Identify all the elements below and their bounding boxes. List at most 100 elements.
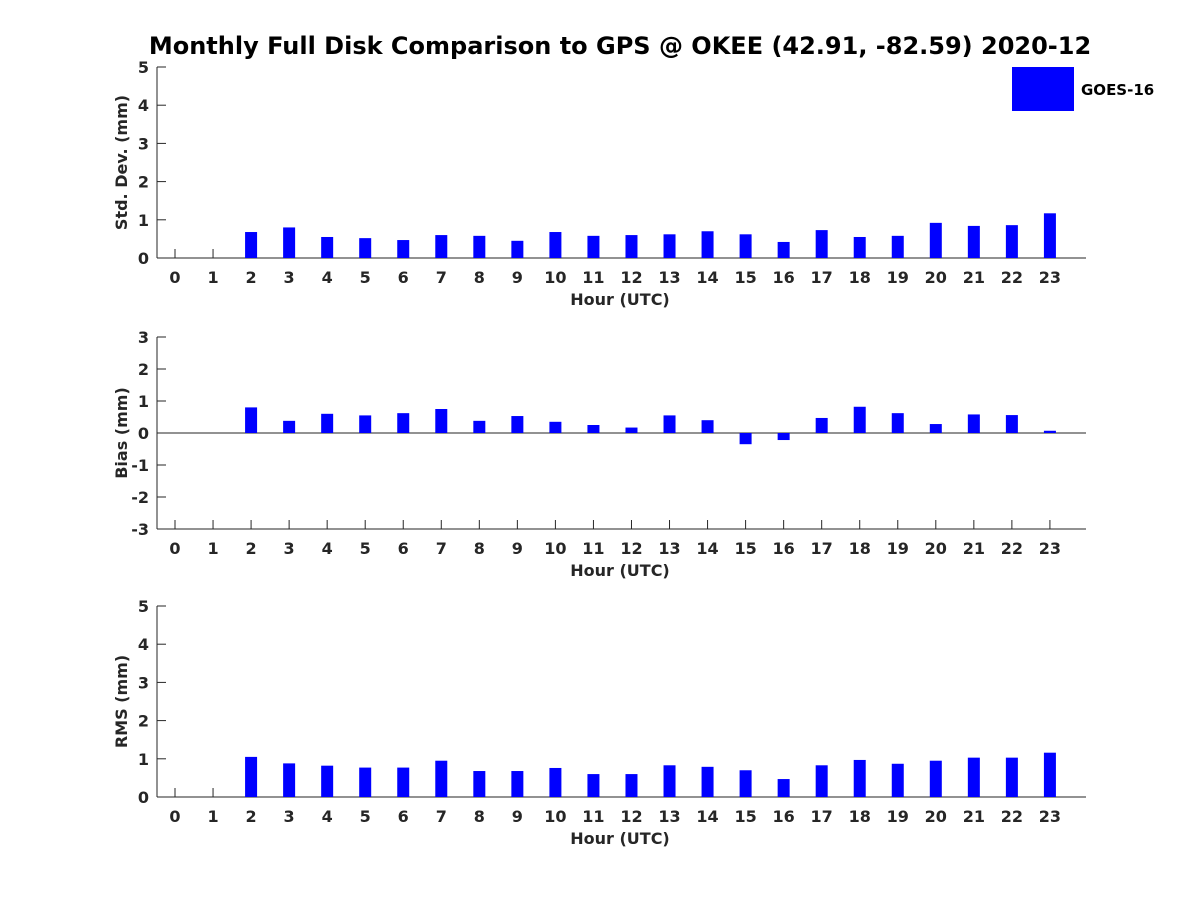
rms-x-tick-label: 5 (360, 807, 371, 826)
std-dev-y-tick-label: 1 (138, 211, 149, 230)
bias-bar-hour-7 (435, 409, 448, 433)
std-dev-y-tick-label: 2 (138, 173, 149, 192)
bias-x-tick-label: 5 (360, 539, 371, 558)
rms-bar-hour-2 (245, 756, 258, 797)
rms-x-tick-label: 8 (474, 807, 485, 826)
std-dev-x-tick-label: 14 (696, 268, 718, 287)
bias-bar-hour-6 (397, 413, 410, 433)
std-dev-bar-hour-8 (473, 235, 486, 258)
std-dev-bar-hour-9 (511, 240, 524, 258)
bias-bar-hour-10 (549, 421, 562, 433)
rms-bar-hour-11 (587, 774, 600, 797)
rms-x-tick-label: 7 (436, 807, 447, 826)
std-dev-bar-hour-12 (625, 235, 638, 258)
std-dev-x-tick-label: 9 (512, 268, 523, 287)
rms-bar-hour-17 (815, 765, 828, 797)
rms-x-tick-label: 6 (398, 807, 409, 826)
std-dev-bar-hour-7 (435, 235, 448, 258)
bias-x-tick-label: 1 (207, 539, 218, 558)
rms-x-tick-label: 3 (284, 807, 295, 826)
std-dev-bar-hour-19 (891, 235, 904, 258)
rms-x-tick-label: 16 (773, 807, 795, 826)
bias-x-tick-label: 0 (169, 539, 180, 558)
bias-bar-hour-15 (739, 433, 752, 445)
bias-x-tick-label: 14 (696, 539, 718, 558)
legend-swatch (1012, 67, 1074, 111)
bias-x-tick-label: 22 (1001, 539, 1023, 558)
chart-title: Monthly Full Disk Comparison to GPS @ OK… (149, 32, 1091, 60)
bias-y-tick-label: 2 (138, 360, 149, 379)
bias-x-tick-label: 2 (246, 539, 257, 558)
std-dev-bar-hour-4 (321, 236, 334, 258)
rms-y-tick-label: 5 (138, 597, 149, 616)
std-dev-bar-hour-22 (1005, 225, 1018, 258)
std-dev-x-tick-label: 12 (620, 268, 642, 287)
rms-x-label: Hour (UTC) (570, 829, 670, 848)
rms-x-tick-label: 2 (246, 807, 257, 826)
rms-x-tick-label: 20 (925, 807, 947, 826)
std-dev-bar-hour-6 (397, 240, 410, 258)
std-dev-x-tick-label: 7 (436, 268, 447, 287)
bias-bar-hour-16 (777, 433, 790, 441)
std-dev-bar-hour-2 (245, 232, 258, 258)
std-dev-x-tick-label: 23 (1039, 268, 1061, 287)
bias-x-tick-label: 4 (322, 539, 333, 558)
bias-bar-hour-3 (283, 420, 296, 433)
bias-bar-hour-19 (891, 413, 904, 433)
std-dev-y-tick-label: 3 (138, 134, 149, 153)
rms-bar-hour-9 (511, 771, 524, 797)
rms-bar-hour-15 (739, 770, 752, 797)
bias-y-tick-label: -3 (131, 520, 149, 539)
std-dev-x-tick-label: 15 (734, 268, 756, 287)
std-dev-x-tick-label: 19 (887, 268, 909, 287)
bias-x-tick-label: 16 (773, 539, 795, 558)
bias-bar-hour-13 (663, 415, 676, 433)
bias-x-tick-label: 15 (734, 539, 756, 558)
std-dev-bar-hour-16 (777, 241, 790, 258)
std-dev-x-tick-label: 5 (360, 268, 371, 287)
std-dev-x-label: Hour (UTC) (570, 290, 670, 309)
bias-bar-hour-11 (587, 425, 600, 433)
rms-bar-hour-23 (1043, 752, 1056, 797)
bias-bar-hour-12 (625, 427, 638, 433)
rms-bar-hour-16 (777, 779, 790, 797)
bias-y-tick-label: -1 (131, 456, 149, 475)
rms-x-tick-label: 4 (322, 807, 333, 826)
bias-bar-hour-20 (929, 424, 942, 433)
bias-x-tick-label: 10 (544, 539, 566, 558)
rms-bar-hour-18 (853, 759, 866, 797)
rms-bar-hour-4 (321, 765, 334, 797)
rms-x-tick-label: 22 (1001, 807, 1023, 826)
rms-bar-hour-13 (663, 765, 676, 797)
std-dev-bar-hour-20 (929, 222, 942, 258)
rms-x-tick-label: 0 (169, 807, 180, 826)
bias-x-tick-label: 3 (284, 539, 295, 558)
bias-x-tick-label: 7 (436, 539, 447, 558)
std-dev-bar-hour-21 (967, 225, 980, 258)
bias-bar-hour-2 (245, 407, 258, 433)
bias-x-tick-label: 6 (398, 539, 409, 558)
bias-bar-hour-18 (853, 406, 866, 433)
bias-y-tick-label: 0 (138, 424, 149, 443)
rms-bar-hour-22 (1005, 757, 1018, 797)
bias-x-tick-label: 13 (658, 539, 680, 558)
bias-y-label: Bias (mm) (112, 387, 131, 479)
rms-y-label: RMS (mm) (112, 655, 131, 748)
rms-y-tick-label: 3 (138, 673, 149, 692)
std-dev-x-tick-label: 10 (544, 268, 566, 287)
bias-y-tick-label: 1 (138, 392, 149, 411)
rms-x-tick-label: 12 (620, 807, 642, 826)
std-dev-y-tick-label: 0 (138, 249, 149, 268)
rms-y-tick-label: 0 (138, 788, 149, 807)
std-dev-x-tick-label: 16 (773, 268, 795, 287)
std-dev-x-tick-label: 20 (925, 268, 947, 287)
bias-x-tick-label: 12 (620, 539, 642, 558)
rms-bar-hour-12 (625, 774, 638, 797)
rms-x-tick-label: 1 (207, 807, 218, 826)
bias-bar-hour-22 (1005, 415, 1018, 433)
rms-bar-hour-5 (359, 767, 372, 797)
rms-x-tick-label: 19 (887, 807, 909, 826)
rms-y-tick-label: 4 (138, 635, 149, 654)
